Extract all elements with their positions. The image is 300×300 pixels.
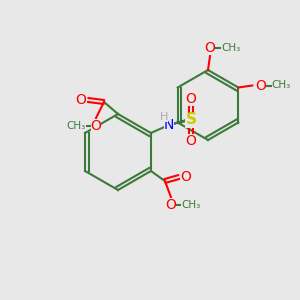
Text: O: O — [91, 119, 101, 133]
Text: CH₃: CH₃ — [181, 200, 200, 210]
Text: H: H — [160, 112, 168, 122]
Text: S: S — [185, 112, 197, 128]
Text: O: O — [185, 92, 196, 106]
Text: O: O — [76, 93, 86, 107]
Text: O: O — [185, 134, 196, 148]
Text: CH₃: CH₃ — [221, 43, 241, 53]
Text: CH₃: CH₃ — [272, 80, 291, 91]
Text: N: N — [164, 118, 174, 132]
Text: O: O — [205, 41, 215, 55]
Text: O: O — [166, 198, 176, 212]
Text: O: O — [181, 170, 191, 184]
Text: CH₃: CH₃ — [66, 121, 85, 131]
Text: O: O — [255, 79, 266, 92]
